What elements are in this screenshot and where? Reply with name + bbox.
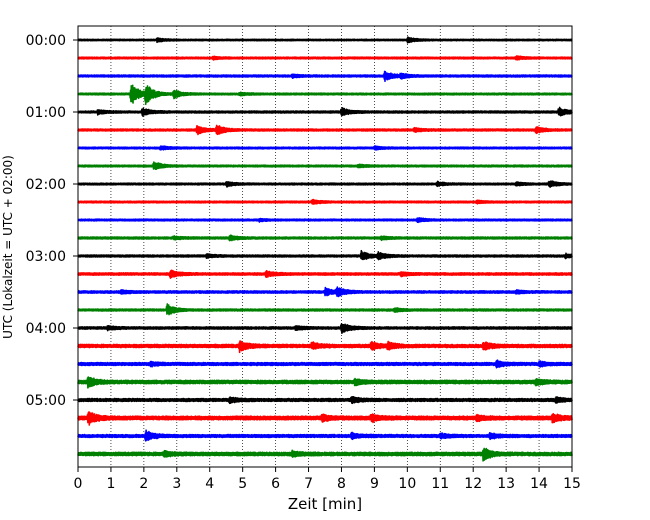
trace-line — [77, 286, 573, 298]
plot-area — [78, 26, 572, 467]
x-tick-label: 5 — [238, 476, 247, 492]
trace-line — [77, 376, 573, 389]
trace-line — [77, 411, 573, 426]
trace-line — [77, 70, 573, 82]
trace-line — [77, 269, 573, 279]
trace-line — [77, 180, 573, 189]
x-tick-label: 1 — [106, 476, 115, 492]
y-tick-label: 03:00 — [26, 249, 66, 265]
y-tick-label: 01:00 — [26, 105, 66, 121]
trace-line — [77, 217, 573, 224]
x-tick-label: 4 — [205, 476, 214, 492]
x-tick-label: 2 — [139, 476, 148, 492]
x-tick-label: 14 — [530, 476, 548, 492]
y-tick-label: 02:00 — [26, 177, 66, 193]
trace-line — [77, 340, 573, 354]
trace-line — [77, 429, 573, 442]
x-axis: 0 1 2 3 4 5 6 7 8 9 10 11 12 13 14 15 — [74, 467, 581, 492]
x-tick-label: 0 — [74, 476, 83, 492]
trace-line — [77, 249, 573, 261]
x-tick-label: 11 — [431, 476, 449, 492]
x-tick-label: 12 — [464, 476, 482, 492]
trace-line — [77, 55, 573, 61]
trace-line — [77, 84, 573, 106]
trace-line — [77, 395, 573, 405]
trace-line — [77, 198, 573, 205]
trace-line — [77, 36, 573, 44]
x-axis-label: Zeit [min] — [288, 495, 362, 513]
x-tick-label: 13 — [497, 476, 515, 492]
y-axis: 00:00 01:00 02:00 03:00 04:00 05:00 — [26, 33, 78, 409]
trace-line — [77, 359, 573, 369]
x-tick-label: 3 — [172, 476, 181, 492]
y-axis-label: UTC (Lokalzeit = UTC + 02:00) — [1, 155, 15, 339]
trace-line — [77, 124, 573, 136]
trace-line — [77, 234, 573, 242]
trace-line — [77, 447, 573, 462]
y-tick-label: 05:00 — [26, 393, 66, 409]
x-tick-label: 7 — [304, 476, 313, 492]
y-tick-label: 04:00 — [26, 321, 66, 337]
plot-frame — [77, 25, 573, 468]
x-tick-label: 10 — [398, 476, 416, 492]
x-tick-label: 8 — [337, 476, 346, 492]
trace-line — [77, 161, 573, 171]
trace-line — [77, 323, 573, 334]
trace-line — [77, 145, 573, 151]
x-tick-label: 15 — [563, 476, 581, 492]
x-tick-label: 9 — [370, 476, 379, 492]
trace-line — [77, 106, 573, 117]
x-tick-label: 6 — [271, 476, 280, 492]
y-tick-label: 00:00 — [26, 33, 66, 49]
trace-line — [77, 303, 573, 316]
traces — [77, 36, 573, 462]
